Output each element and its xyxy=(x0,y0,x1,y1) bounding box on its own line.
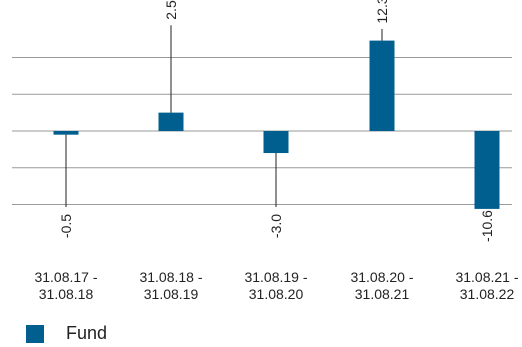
data-label-1: -0.5 xyxy=(58,214,74,238)
data-label-2: 2.5 xyxy=(163,0,179,20)
category-label-4: 31.08.20 -31.08.21 xyxy=(350,269,414,302)
bar-1 xyxy=(53,131,79,135)
data-label-4: 12.3 xyxy=(374,0,390,24)
category-label-5: 31.08.21 -31.08.22 xyxy=(455,269,519,302)
bar-4 xyxy=(369,40,395,131)
category-label-1: 31.08.17 -31.08.18 xyxy=(34,269,98,302)
bar-3 xyxy=(263,131,289,154)
data-label-5: -10.6 xyxy=(479,210,495,242)
bar-5 xyxy=(474,131,500,209)
category-label-3: 31.08.19 -31.08.20 xyxy=(244,269,308,302)
bar-2 xyxy=(158,112,184,131)
legend-label: Fund xyxy=(66,323,108,343)
category-label-2: 31.08.18 -31.08.19 xyxy=(139,269,203,302)
legend: Fund xyxy=(26,323,107,344)
legend-swatch xyxy=(26,324,44,343)
data-label-3: -3.0 xyxy=(268,214,284,238)
